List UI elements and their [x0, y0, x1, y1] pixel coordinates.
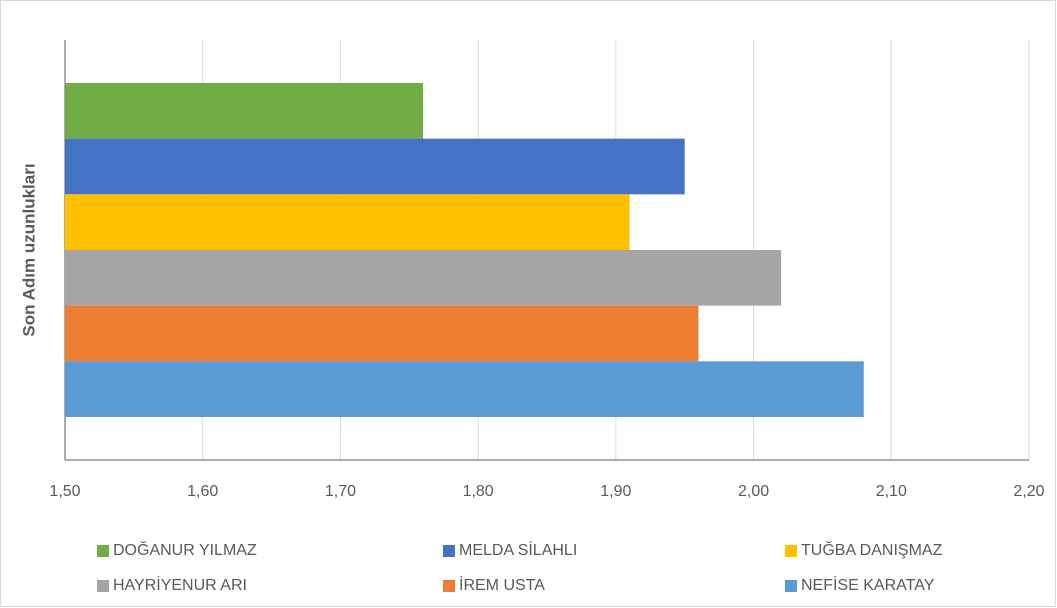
legend-swatch [785, 545, 797, 557]
bar [65, 305, 699, 362]
bar [65, 138, 685, 195]
legend-swatch [97, 545, 109, 557]
x-tick-label: 1,50 [49, 483, 80, 500]
legend-label: TUĞBA DANIŞMAZ [801, 540, 943, 559]
x-tick-label: 1,80 [463, 483, 494, 500]
y-axis-label: Son Adım uzunlukları [19, 163, 38, 336]
bar [65, 250, 782, 306]
legend-swatch [443, 580, 455, 592]
x-tick-label: 1,60 [187, 483, 218, 500]
bar [65, 194, 630, 250]
x-tick-label: 2,10 [876, 483, 907, 500]
legend-label: NEFİSE KARATAY [801, 575, 935, 594]
legend-swatch [443, 545, 455, 557]
legend-label: DOĞANUR YILMAZ [113, 540, 257, 559]
legend-swatch [785, 580, 797, 592]
legend-label: MELDA SİLAHLI [459, 540, 577, 559]
x-tick-label: 2,20 [1013, 483, 1044, 500]
x-tick-label: 2,00 [738, 483, 769, 500]
bar [65, 361, 864, 417]
legend-label: İREM USTA [459, 575, 545, 594]
legend-swatch [97, 580, 109, 592]
bar [65, 83, 424, 139]
x-tick-label: 1,70 [325, 483, 356, 500]
legend-label: HAYRİYENUR ARI [113, 575, 247, 594]
x-tick-label: 1,90 [600, 483, 631, 500]
